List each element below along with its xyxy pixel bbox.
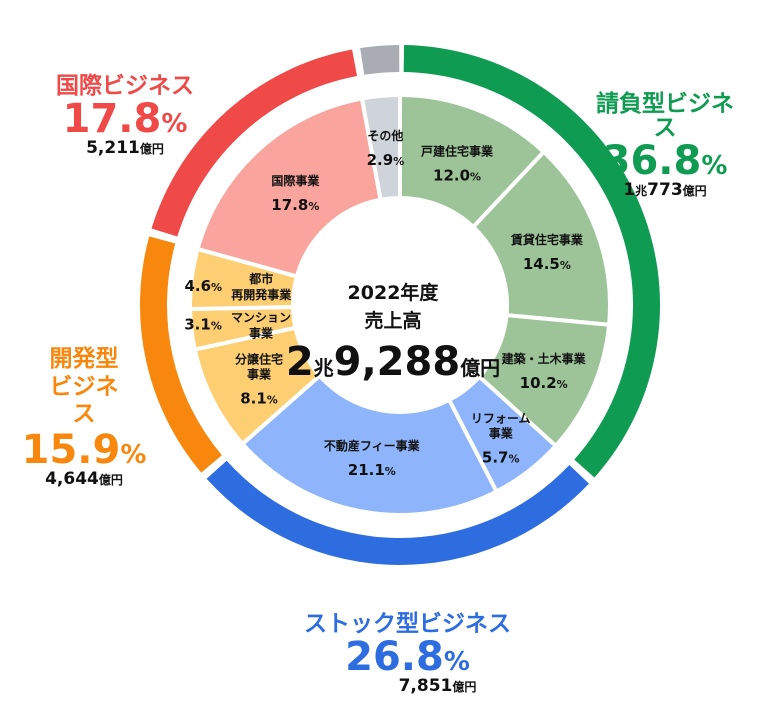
segment-value: 4.6% <box>184 277 222 295</box>
segment-value: 12.0% <box>433 166 481 184</box>
segment-name: 事業 <box>489 426 514 441</box>
group-label-contracting: 請負型ビジネス 36.8% 1兆773億円 <box>585 92 745 200</box>
group-label-development: 開発型ビジネス 15.9% 4,644億円 <box>20 346 148 489</box>
segment-name: 都市 <box>248 271 273 286</box>
group-arc-3 <box>151 49 358 237</box>
center-year: 2022年度 <box>348 281 440 304</box>
group-amount: 1兆773億円 <box>623 180 707 201</box>
segment-name: 戸建住宅事業 <box>421 143 494 158</box>
center-title: 売上高 <box>364 309 421 332</box>
group-arc-4 <box>360 45 400 75</box>
group-amount: 7,851億円 <box>398 676 477 697</box>
center-text: 2022年度 売上高 2兆9,288億円 <box>286 281 500 385</box>
segment-name: その他 <box>367 128 403 143</box>
group-share: 15.9% <box>21 426 147 473</box>
segment-value: 5.7% <box>482 449 520 467</box>
segment-labels: 戸建住宅事業12.0%賃貸住宅事業14.5%建築・土木事業10.2%リフォーム事… <box>184 128 586 479</box>
segment-name: 不動産フィー事業 <box>324 438 421 453</box>
group-arc-1 <box>206 460 589 565</box>
segment-value: 8.1% <box>240 389 278 407</box>
group-name: 国際ビジネス <box>56 73 194 99</box>
segment-name: マンション <box>231 310 291 324</box>
group-name: 開発型ビジネス <box>49 346 119 428</box>
segment-value: 14.5% <box>523 255 571 273</box>
segment-name: 再開発事業 <box>231 287 292 302</box>
segment-ring <box>187 92 612 517</box>
segment-name: 国際事業 <box>271 173 320 188</box>
group-ring <box>140 45 661 565</box>
segment-label-1: 賃貸住宅事業 14.5% <box>510 232 584 273</box>
group-label-international: 国際ビジネス 17.8% 5,211億円 <box>45 74 205 158</box>
group-share: 17.8% <box>62 96 188 143</box>
segment-name: 事業 <box>249 325 274 340</box>
group-amount: 4,644億円 <box>45 468 123 489</box>
group-label-stock: ストック型ビジネス 26.8% 7,851億円 <box>290 612 525 696</box>
segment-name: 賃貸住宅事業 <box>510 232 584 247</box>
segment-name: リフォーム <box>471 412 531 426</box>
group-amount: 5,211億円 <box>86 138 164 159</box>
segment-value: 3.1% <box>184 315 222 333</box>
segment-value: 17.8% <box>271 196 319 214</box>
segment-label-0: 戸建住宅事業 12.0% <box>421 143 494 184</box>
group-name: 請負型ビジネス <box>596 91 734 142</box>
group-arc-2 <box>140 236 222 473</box>
group-name: ストック型ビジネス <box>304 611 511 637</box>
group-share: 26.8% <box>345 634 470 681</box>
segment-8 <box>195 96 383 279</box>
segment-value: 10.2% <box>520 374 568 392</box>
segment-name: 事業 <box>247 366 272 381</box>
segment-label-8: 国際事業 17.8% <box>271 173 320 214</box>
segment-label-9: その他 2.9% <box>367 128 405 169</box>
segment-9 <box>359 92 402 203</box>
group-arc-0 <box>403 45 661 478</box>
segment-label-4: 不動産フィー事業 21.1% <box>324 438 421 479</box>
segment-value: 2.9% <box>367 151 405 169</box>
segment-value: 21.1% <box>348 461 396 479</box>
segment-name: 建築・土木事業 <box>501 351 587 366</box>
segment-name: 分譲住宅 <box>235 351 283 366</box>
center-total: 2兆9,288億円 <box>286 339 500 385</box>
segment-4 <box>239 372 500 517</box>
segment-label-2: 建築・土木事業 10.2% <box>501 351 587 392</box>
group-share: 36.8% <box>602 138 728 185</box>
